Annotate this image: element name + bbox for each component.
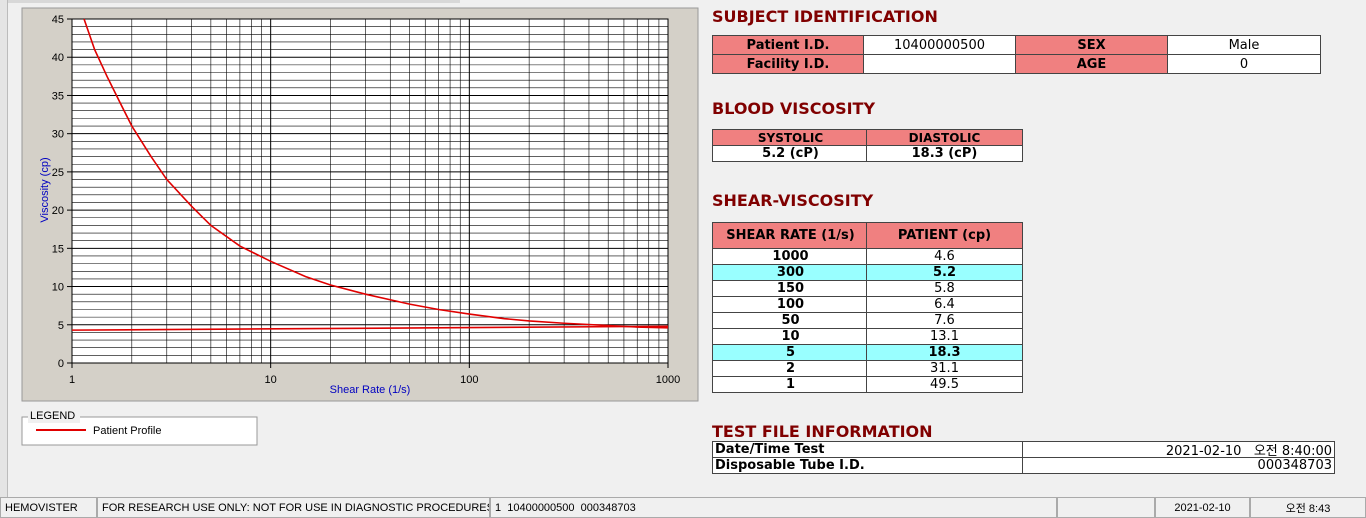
y-tick-label: 35: [52, 90, 64, 102]
column-header: DIASTOLIC: [866, 129, 1023, 146]
cell: 150: [712, 280, 869, 297]
field-value: Male: [1167, 35, 1321, 55]
y-tick-label: 5: [58, 320, 64, 332]
field-label: Disposable Tube I.D.: [712, 457, 1023, 474]
y-tick-label: 40: [52, 52, 64, 64]
cell: 18.3 (cP): [866, 145, 1023, 162]
y-tick-label: 15: [52, 243, 64, 255]
x-axis-label: Shear Rate (1/s): [330, 384, 411, 396]
legend-label: Patient Profile: [93, 425, 161, 437]
top-strip: [0, 0, 460, 3]
y-tick-label: 0: [58, 358, 64, 370]
data-line: [71, 325, 669, 331]
y-axis-label: Viscosity (cp): [39, 157, 51, 222]
x-tick-label: 1000: [656, 374, 680, 386]
status-cell: 2021-02-10: [1155, 497, 1250, 518]
status-cell: FOR RESEARCH USE ONLY: NOT FOR USE IN DI…: [97, 497, 490, 518]
cell: 49.5: [866, 376, 1023, 393]
cell: 5: [712, 344, 869, 361]
y-tick-label: 30: [52, 129, 64, 141]
left-edge: [0, 0, 8, 497]
y-tick-label: 25: [52, 167, 64, 179]
column-header: SYSTOLIC: [712, 129, 869, 146]
column-header: SHEAR RATE (1/s): [712, 222, 869, 249]
cell: 4.6: [866, 248, 1023, 265]
chart: Shear Rate (1/s) Viscosity (cp) LEGEND 0…: [21, 7, 699, 446]
cell: 2: [712, 360, 869, 377]
status-cell: 1 10400000500 000348703: [490, 497, 1057, 518]
field-label: Patient I.D.: [712, 35, 864, 55]
plot-area: [71, 18, 669, 364]
field-label: AGE: [1015, 54, 1168, 74]
field-value: [863, 54, 1016, 74]
legend-title-bg: [28, 409, 80, 423]
legend-title: LEGEND: [30, 410, 75, 422]
data-line: [83, 18, 669, 329]
cell: 10: [712, 328, 869, 345]
section-title: SHEAR-VISCOSITY: [712, 191, 874, 210]
y-tick-label: 45: [52, 14, 64, 26]
section-title: SUBJECT IDENTIFICATION: [712, 7, 938, 26]
x-tick-label: 1: [69, 374, 75, 386]
cell: 300: [712, 264, 869, 281]
field-value: 000348703: [1022, 457, 1335, 474]
status-cell: 오전 8:43: [1250, 497, 1366, 518]
cell: 7.6: [866, 312, 1023, 329]
field-value: 10400000500: [863, 35, 1016, 55]
field-label: Facility I.D.: [712, 54, 864, 74]
column-header: PATIENT (cp): [866, 222, 1023, 249]
section-title: BLOOD VISCOSITY: [712, 99, 876, 118]
section-title: TEST FILE INFORMATION: [712, 422, 933, 441]
field-label: SEX: [1015, 35, 1168, 55]
cell: 1: [712, 376, 869, 393]
field-value: 2021-02-10 오전 8:40:00: [1022, 441, 1335, 458]
status-cell: HEMOVISTER: [0, 497, 97, 518]
cell: 5.8: [866, 280, 1023, 297]
y-tick-label: 10: [52, 282, 64, 294]
x-tick-label: 100: [460, 374, 478, 386]
field-value: 0: [1167, 54, 1321, 74]
cell: 31.1: [866, 360, 1023, 377]
cell: 5.2 (cP): [712, 145, 869, 162]
status-cell: [1057, 497, 1155, 518]
cell: 1000: [712, 248, 869, 265]
x-tick-label: 10: [265, 374, 277, 386]
field-label: Date/Time Test: [712, 441, 1023, 458]
cell: 6.4: [866, 296, 1023, 313]
cell: 50: [712, 312, 869, 329]
y-tick-label: 20: [52, 205, 64, 217]
cell: 18.3: [866, 344, 1023, 361]
cell: 100: [712, 296, 869, 313]
cell: 5.2: [866, 264, 1023, 281]
cell: 13.1: [866, 328, 1023, 345]
